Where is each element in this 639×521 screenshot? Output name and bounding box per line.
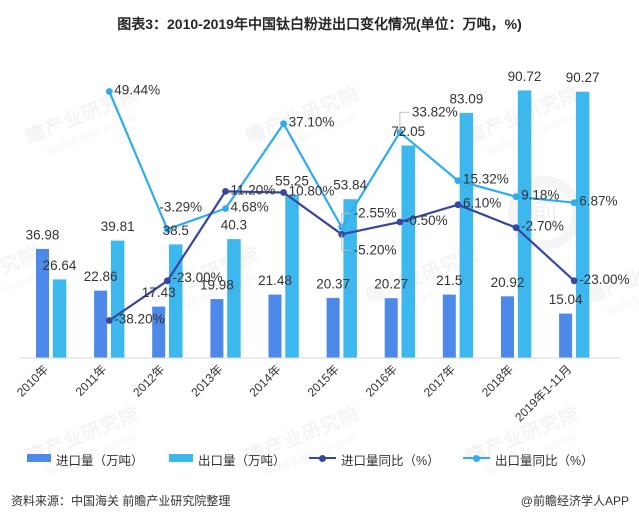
svg-text:17.43: 17.43	[142, 285, 176, 300]
svg-text:39.81: 39.81	[101, 219, 135, 234]
svg-text:20.37: 20.37	[316, 276, 350, 291]
svg-text:-3.29%: -3.29%	[159, 199, 202, 214]
svg-text:2013年: 2013年	[188, 362, 225, 399]
svg-text:15.04: 15.04	[549, 292, 583, 307]
svg-text:22.86: 22.86	[84, 269, 118, 284]
svg-text:-23.00%: -23.00%	[172, 270, 222, 285]
svg-text:38.5: 38.5	[163, 223, 189, 238]
svg-text:6.87%: 6.87%	[579, 194, 617, 209]
svg-text:2017年: 2017年	[421, 362, 458, 399]
svg-text:2014年: 2014年	[246, 362, 283, 399]
svg-text:20.27: 20.27	[374, 277, 408, 292]
svg-text:2015年: 2015年	[305, 362, 342, 399]
svg-text:2010年: 2010年	[14, 362, 51, 399]
svg-text:-23.00%: -23.00%	[579, 272, 629, 287]
svg-text:37.10%: 37.10%	[289, 115, 335, 130]
svg-text:11.20%: 11.20%	[231, 182, 276, 197]
svg-text:4.68%: 4.68%	[231, 200, 269, 215]
svg-text:15.32%: 15.32%	[463, 172, 509, 187]
svg-text:21.5: 21.5	[436, 273, 462, 288]
svg-text:36.98: 36.98	[26, 227, 60, 242]
svg-text:6.10%: 6.10%	[463, 196, 501, 211]
svg-text:2018年: 2018年	[479, 362, 516, 399]
svg-text:2016年: 2016年	[363, 362, 400, 399]
svg-text:49.44%: 49.44%	[114, 83, 160, 98]
svg-text:20.92: 20.92	[491, 275, 525, 290]
svg-text:10.80%: 10.80%	[289, 184, 335, 199]
svg-text:26.64: 26.64	[43, 258, 77, 273]
svg-text:53.84: 53.84	[333, 178, 367, 193]
svg-text:2011年: 2011年	[73, 362, 110, 399]
svg-text:2019年1-11月: 2019年1-11月	[512, 362, 574, 424]
svg-text:-2.70%: -2.70%	[521, 219, 564, 234]
svg-text:72.05: 72.05	[391, 124, 425, 139]
svg-text:-5.20%: -5.20%	[354, 242, 397, 257]
svg-text:40.3: 40.3	[221, 218, 247, 233]
svg-text:90.27: 90.27	[566, 70, 600, 85]
svg-text:90.72: 90.72	[508, 69, 542, 84]
svg-text:9.18%: 9.18%	[521, 188, 559, 203]
svg-text:33.82%: 33.82%	[412, 104, 458, 119]
svg-text:-2.55%: -2.55%	[354, 205, 397, 220]
svg-text:21.48: 21.48	[258, 273, 292, 288]
svg-text:2012年: 2012年	[130, 362, 167, 399]
svg-text:-38.20%: -38.20%	[114, 312, 164, 327]
svg-text:-0.50%: -0.50%	[405, 213, 448, 228]
